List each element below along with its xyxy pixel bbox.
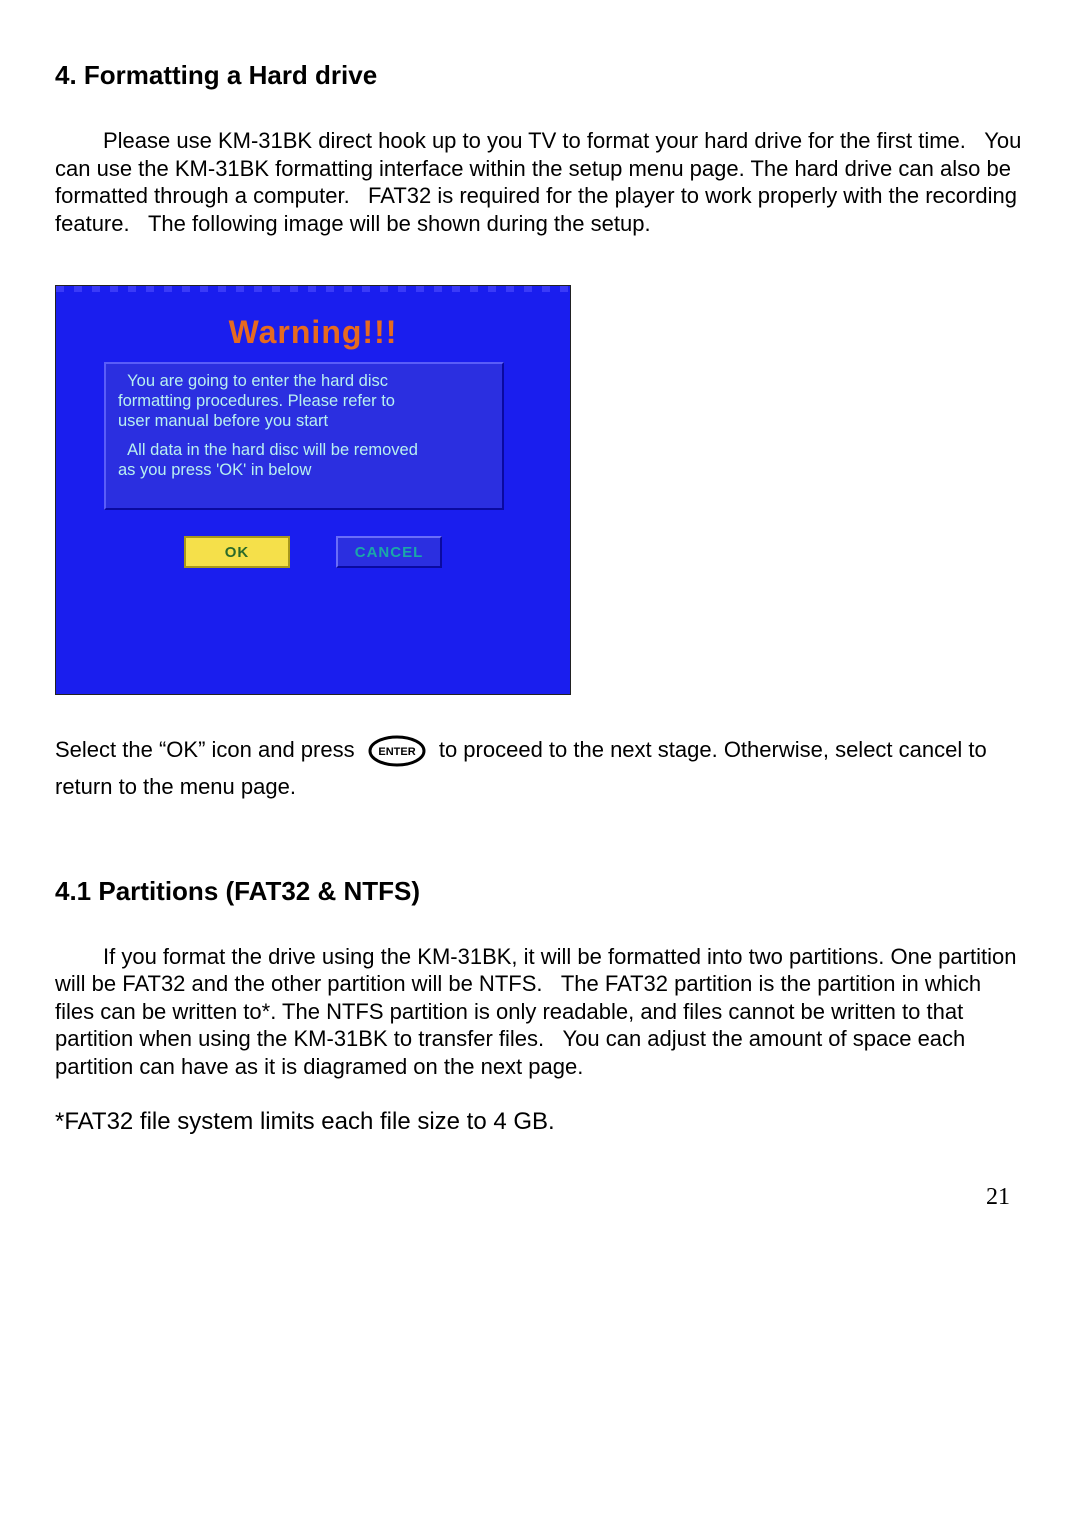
ok-button[interactable]: OK — [184, 536, 290, 568]
subsection-heading: 4.1 Partitions (FAT32 & NTFS) — [55, 876, 1025, 907]
warning-line: All data in the hard disc will be remove… — [118, 441, 490, 461]
warning-title: Warning!!! — [56, 314, 570, 351]
screenshot-top-stripe — [56, 286, 570, 292]
dialog-button-row: OK CANCEL — [56, 536, 570, 568]
cancel-button[interactable]: CANCEL — [336, 536, 442, 568]
screenshot-container: Warning!!! You are going to enter the ha… — [55, 285, 1025, 695]
footnote: *FAT32 file system limits each file size… — [55, 1108, 1025, 1136]
document-page: 4. Formatting a Hard drive Please use KM… — [0, 0, 1080, 1521]
post-screenshot-paragraph: Select the “OK” icon and press ENTER to … — [55, 731, 1025, 806]
enter-key-label: ENTER — [378, 746, 415, 758]
enter-key-icon: ENTER — [367, 734, 427, 768]
warning-line: You are going to enter the hard disc — [118, 372, 490, 392]
page-number: 21 — [986, 1184, 1010, 1211]
section-intro: Please use KM-31BK direct hook up to you… — [55, 127, 1025, 237]
subsection-body: If you format the drive using the KM-31B… — [55, 943, 1025, 1081]
warning-line: formatting procedures. Please refer to — [118, 392, 490, 412]
warning-message-panel: You are going to enter the hard disc for… — [104, 362, 504, 510]
spacer — [118, 431, 490, 441]
warning-line: as you press 'OK' in below — [118, 461, 490, 481]
text-before-enter: Select the “OK” icon and press — [55, 737, 355, 762]
section-heading: 4. Formatting a Hard drive — [55, 60, 1025, 91]
warning-line: user manual before you start — [118, 412, 490, 432]
warning-dialog-screenshot: Warning!!! You are going to enter the ha… — [55, 285, 571, 695]
